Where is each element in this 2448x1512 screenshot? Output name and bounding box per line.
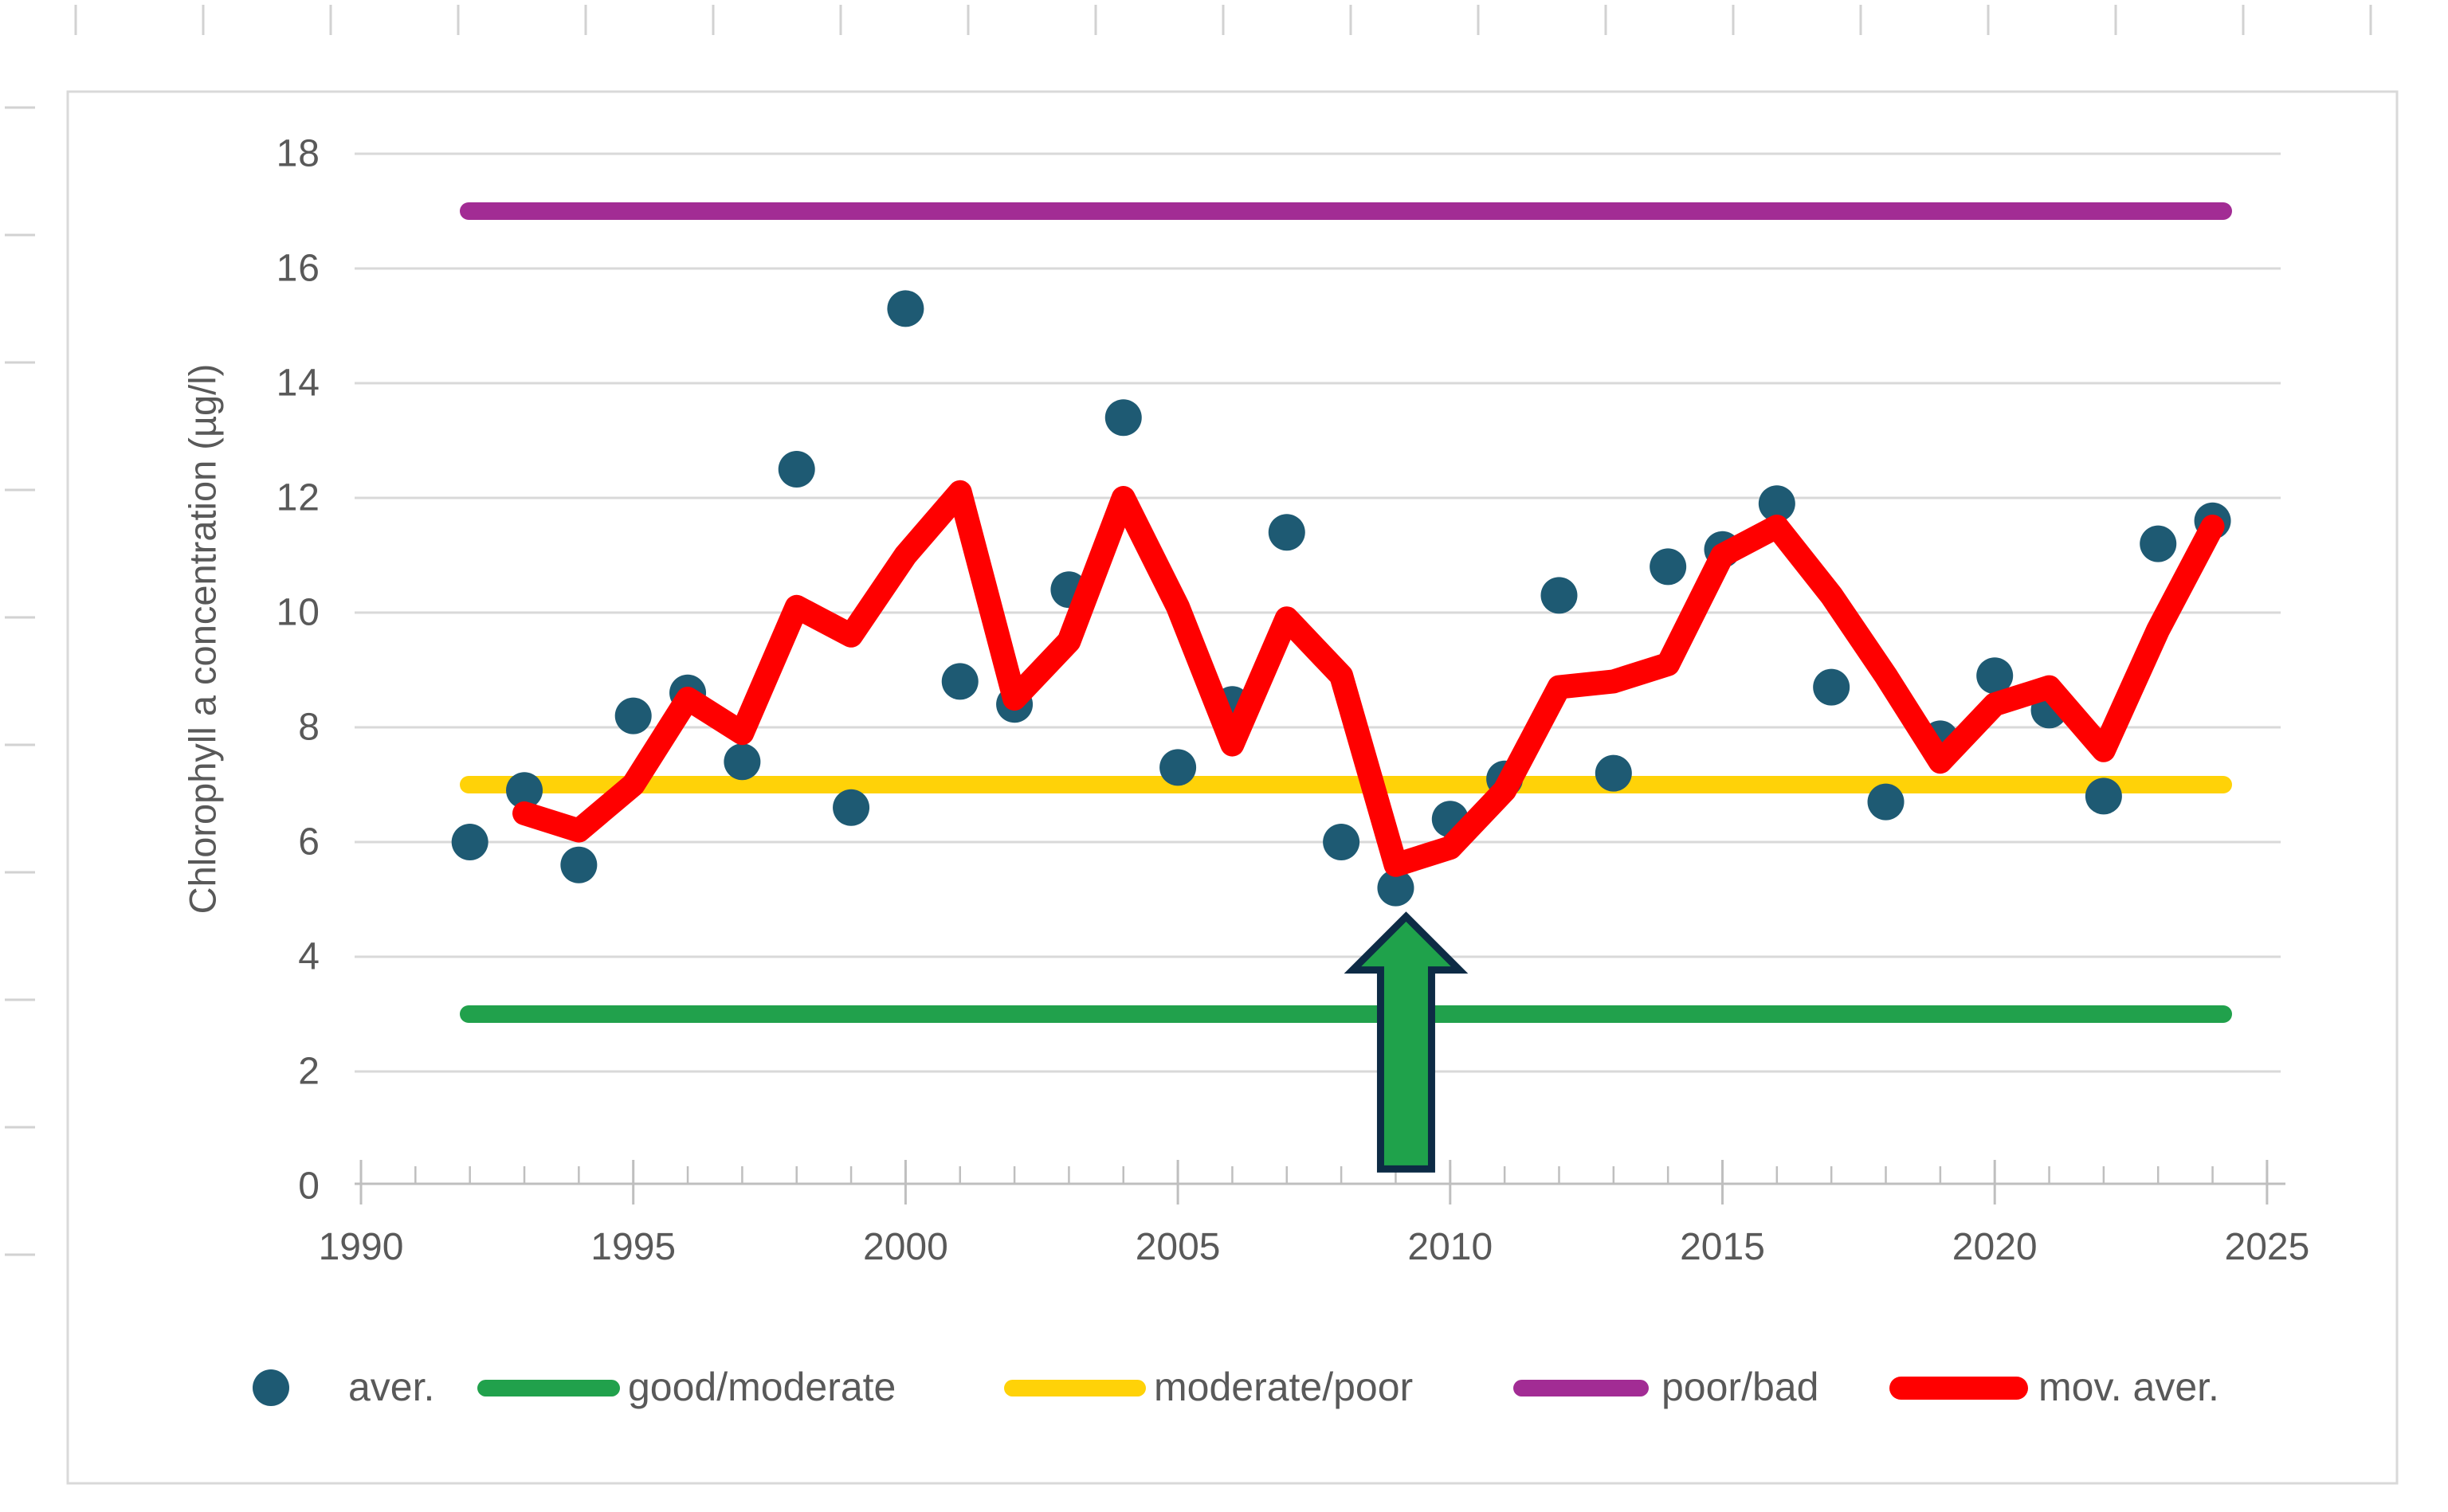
x-tick-label-2015: 2015 bbox=[1680, 1226, 1765, 1268]
y-tick-label-8: 8 bbox=[298, 706, 320, 749]
x-tick-label-1995: 1995 bbox=[590, 1226, 677, 1268]
y-tick-label-6: 6 bbox=[298, 821, 320, 864]
y-tick-label-18: 18 bbox=[276, 132, 320, 175]
data-point-2001 bbox=[941, 663, 979, 700]
legend-marker-good-moderate-icon bbox=[477, 1380, 620, 1396]
data-point-2023 bbox=[2140, 525, 2177, 562]
y-tick-label-2: 2 bbox=[298, 1050, 320, 1093]
y-tick-label-0: 0 bbox=[298, 1165, 320, 1208]
data-point-1992 bbox=[451, 824, 488, 860]
legend-label-poor-bad: poor/bad bbox=[1661, 1365, 1819, 1409]
data-point-2012 bbox=[1540, 577, 1578, 614]
x-tick-label-2020: 2020 bbox=[1952, 1226, 2038, 1268]
data-point-2004 bbox=[1104, 399, 1142, 437]
x-tick-label-2005: 2005 bbox=[1135, 1226, 1221, 1268]
y-tick-label-4: 4 bbox=[298, 935, 320, 978]
legend-marker-moderate-poor-icon bbox=[1004, 1380, 1146, 1396]
data-point-1993 bbox=[506, 772, 543, 809]
y-axis-title: Chlorophyll a concentration (µg/l) bbox=[181, 363, 224, 915]
legend-label-moderate-poor: moderate/poor bbox=[1154, 1365, 1414, 1409]
legend-marker-poor-bad-icon bbox=[1513, 1380, 1649, 1396]
data-point-2007 bbox=[1268, 514, 1305, 551]
up-arrow-annotation bbox=[1344, 911, 1469, 1173]
legend-marker-aver-icon bbox=[253, 1369, 289, 1406]
legend-label-mov-aver: mov. aver. bbox=[2038, 1365, 2219, 1409]
data-point-1997 bbox=[724, 743, 761, 781]
x-tick-label-1990: 1990 bbox=[318, 1226, 404, 1268]
data-point-1995 bbox=[614, 697, 652, 734]
x-tick-label-2010: 2010 bbox=[1407, 1226, 1493, 1268]
data-point-1999 bbox=[833, 789, 870, 826]
data-point-2018 bbox=[1867, 783, 1905, 821]
data-point-2017 bbox=[1813, 668, 1850, 706]
y-tick-label-16: 16 bbox=[276, 247, 320, 290]
legend-marker-mov-aver-icon bbox=[1889, 1377, 2028, 1400]
data-point-1998 bbox=[778, 451, 815, 488]
legend-label-good-moderate: good/moderate bbox=[628, 1365, 896, 1409]
data-point-2000 bbox=[887, 290, 924, 327]
x-tick-label-2025: 2025 bbox=[2224, 1226, 2310, 1268]
data-point-2022 bbox=[2085, 778, 2122, 815]
data-point-2005 bbox=[1159, 749, 1197, 786]
data-point-2008 bbox=[1323, 824, 1360, 860]
y-tick-label-14: 14 bbox=[276, 362, 320, 405]
y-tick-label-12: 12 bbox=[276, 476, 320, 519]
data-point-2013 bbox=[1595, 754, 1632, 792]
moving-average-line bbox=[512, 480, 2225, 877]
y-tick-label-10: 10 bbox=[276, 591, 320, 634]
x-tick-label-2000: 2000 bbox=[863, 1226, 948, 1268]
data-point-2009 bbox=[1377, 869, 1414, 907]
data-point-1994 bbox=[560, 846, 598, 883]
data-point-2014 bbox=[1650, 548, 1687, 586]
data-point-2016 bbox=[1758, 485, 1795, 523]
data-point-2020 bbox=[1976, 657, 2014, 695]
legend-label-aver: aver. bbox=[348, 1365, 435, 1409]
